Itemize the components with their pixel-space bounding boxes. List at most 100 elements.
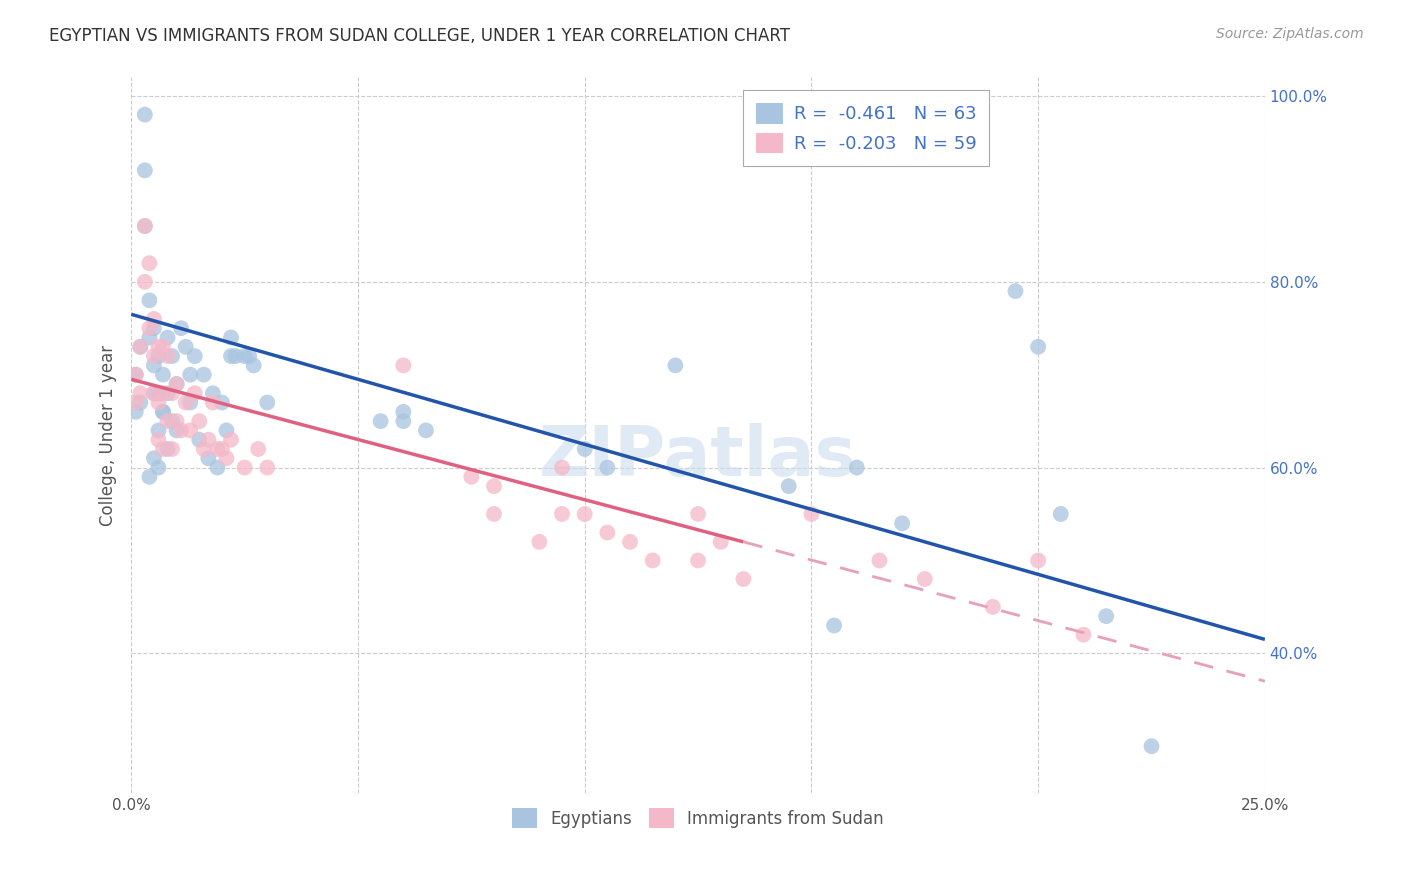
Point: [242, 359, 264, 373]
Point: [138, 321, 160, 335]
Point: [125, 405, 148, 419]
Point: [142, 359, 165, 373]
Point: [247, 442, 270, 456]
Point: [207, 442, 229, 456]
Point: [156, 330, 179, 344]
Text: Source: ZipAtlas.com: Source: ZipAtlas.com: [1216, 27, 1364, 41]
Point: [138, 470, 160, 484]
Point: [219, 433, 242, 447]
Point: [800, 507, 823, 521]
Point: [686, 507, 709, 521]
Point: [891, 516, 914, 531]
Point: [219, 330, 242, 344]
Point: [460, 470, 482, 484]
Point: [166, 376, 188, 391]
Point: [152, 340, 174, 354]
Point: [219, 349, 242, 363]
Point: [845, 460, 868, 475]
Point: [179, 368, 201, 382]
Point: [160, 386, 183, 401]
Point: [225, 349, 247, 363]
Point: [1026, 553, 1049, 567]
Point: [482, 479, 505, 493]
Point: [392, 405, 415, 419]
Point: [551, 460, 574, 475]
Point: [1049, 507, 1071, 521]
Point: [152, 368, 174, 382]
Point: [641, 553, 664, 567]
Point: [129, 395, 152, 409]
Point: [215, 424, 238, 438]
Point: [211, 442, 233, 456]
Point: [148, 349, 170, 363]
Point: [134, 275, 156, 289]
Point: [134, 219, 156, 233]
Point: [125, 368, 148, 382]
Point: [152, 405, 174, 419]
Point: [160, 414, 183, 428]
Point: [256, 460, 278, 475]
Point: [152, 442, 174, 456]
Point: [482, 507, 505, 521]
Point: [574, 507, 596, 521]
Point: [129, 386, 152, 401]
Point: [201, 386, 224, 401]
Point: [184, 386, 207, 401]
Point: [134, 163, 156, 178]
Point: [574, 442, 596, 456]
Point: [148, 395, 170, 409]
Point: [233, 349, 256, 363]
Point: [686, 553, 709, 567]
Point: [160, 442, 183, 456]
Point: [1073, 628, 1095, 642]
Point: [1004, 284, 1026, 298]
Point: [125, 395, 148, 409]
Point: [596, 525, 619, 540]
Point: [392, 359, 415, 373]
Point: [1140, 739, 1163, 754]
Point: [197, 433, 219, 447]
Point: [156, 414, 179, 428]
Point: [619, 534, 641, 549]
Point: [138, 293, 160, 308]
Point: [156, 442, 179, 456]
Point: [1095, 609, 1118, 624]
Point: [138, 256, 160, 270]
Text: EGYPTIAN VS IMMIGRANTS FROM SUDAN COLLEGE, UNDER 1 YEAR CORRELATION CHART: EGYPTIAN VS IMMIGRANTS FROM SUDAN COLLEG…: [49, 27, 790, 45]
Legend: Egyptians, Immigrants from Sudan: Egyptians, Immigrants from Sudan: [506, 802, 890, 834]
Point: [188, 433, 211, 447]
Point: [529, 534, 551, 549]
Point: [170, 424, 193, 438]
Point: [166, 414, 188, 428]
Point: [152, 405, 174, 419]
Point: [415, 424, 437, 438]
Point: [1026, 340, 1049, 354]
Point: [596, 460, 619, 475]
Point: [134, 107, 156, 121]
Point: [184, 349, 207, 363]
Point: [142, 386, 165, 401]
Point: [981, 599, 1004, 614]
Point: [142, 451, 165, 466]
Point: [188, 414, 211, 428]
Point: [193, 442, 215, 456]
Point: [129, 340, 152, 354]
Point: [179, 424, 201, 438]
Point: [868, 553, 890, 567]
Point: [207, 460, 229, 475]
Point: [142, 321, 165, 335]
Text: ZIPatlas: ZIPatlas: [538, 423, 858, 490]
Y-axis label: College, Under 1 year: College, Under 1 year: [100, 344, 117, 525]
Point: [142, 312, 165, 326]
Point: [142, 349, 165, 363]
Point: [166, 376, 188, 391]
Point: [778, 479, 800, 493]
Point: [664, 359, 686, 373]
Point: [370, 414, 392, 428]
Point: [148, 340, 170, 354]
Point: [733, 572, 755, 586]
Point: [201, 395, 224, 409]
Point: [710, 534, 733, 549]
Point: [170, 321, 193, 335]
Point: [174, 395, 197, 409]
